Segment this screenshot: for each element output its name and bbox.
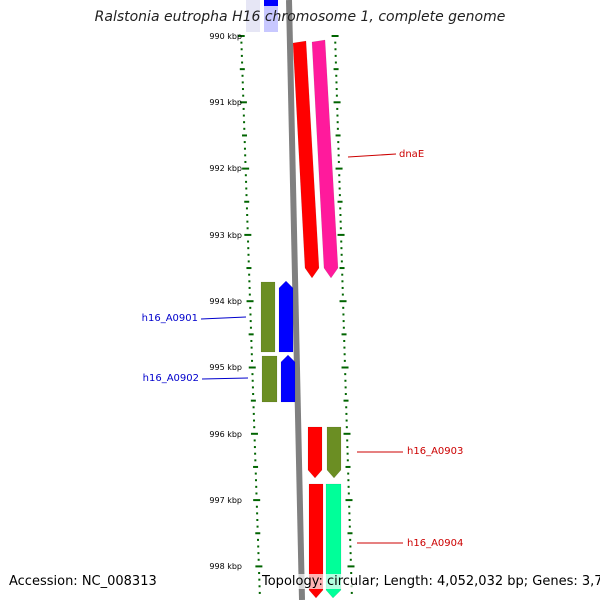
gene-arrow [292,40,320,279]
gene-leader-line [201,377,249,380]
scale-labels: 990 kbp 991 kbp 992 kbp 993 kbp 994 kbp 995 k… [209,32,242,571]
scale-tick-label: 991 kbp [209,98,242,107]
scale-tick-label: 997 kbp [209,496,242,505]
scale-tick-label: 992 kbp [209,164,242,173]
chromosome-backbone [286,0,305,600]
left-tick-track [237,35,263,594]
gene-label: h16_A0901 [142,313,198,324]
scale-tick-label: 990 kbp [209,32,242,41]
scale-tick-label: 998 kbp [209,562,242,571]
accession-text: Accession: NC_008313 [9,574,157,589]
gene-label: dnaE [399,149,424,160]
gene-arrow [308,483,324,599]
gene-arrow [326,426,342,479]
scale-tick-label: 995 kbp [209,363,242,372]
gene-arrow-faded [246,0,260,32]
scale-tick-label: 994 kbp [209,297,242,306]
gene-leader-line [347,153,397,158]
gene-arrow [278,280,294,353]
gene-label: h16_A0904 [407,538,463,549]
page-title: Ralstonia eutropha H16 chromosome 1, com… [94,9,506,25]
gene-labels: dnaE h16_A0901 h16_A0902 h16_A0903 h16_A0904 [142,149,464,549]
gene-features [246,0,342,599]
topology-value: Topology: circular; Length: 4,052,032 bp… [262,574,600,589]
gene-leader-line [200,316,247,320]
scale-tick-label: 996 kbp [209,430,242,439]
scale-tick-label: 993 kbp [209,231,242,240]
gene-label: h16_A0903 [407,446,463,457]
gene-arrow [311,39,339,279]
gene-arrow [325,483,342,599]
gene-arrow-faded [264,0,278,6]
gene-arrow [307,426,323,479]
gene-arrow [260,281,276,353]
topology-text: Topology: circular; Length: 4,052,032 bp… [262,574,600,589]
right-tick-track [331,35,355,594]
gene-arrow [261,355,278,403]
gene-label: h16_A0902 [143,373,199,384]
gene-arrow-faded [264,0,278,32]
gene-arrow [280,354,296,403]
